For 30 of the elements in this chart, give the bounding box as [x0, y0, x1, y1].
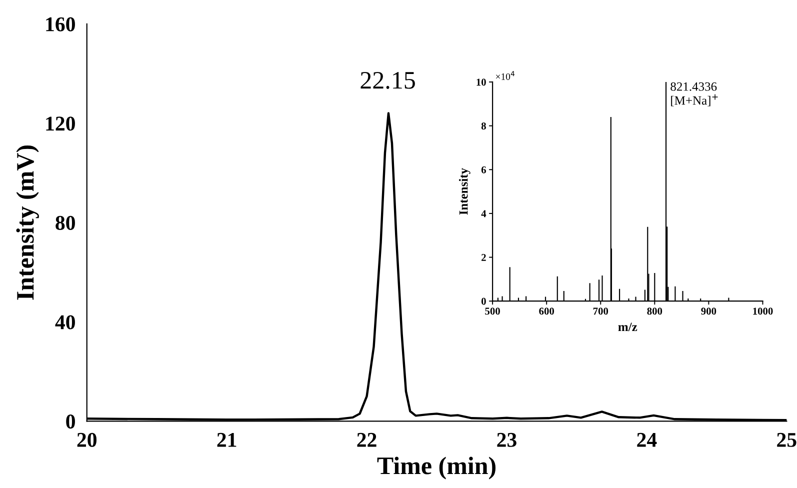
annotation: ×10$^{4}$ [496, 71, 514, 80]
y-tick-label: 0 [481, 298, 486, 305]
annotation: 22.15 [360, 72, 415, 89]
x-axis-title: m/z [618, 322, 638, 332]
x-tick-label: 500 [485, 308, 500, 315]
x-tick-label: 800 [647, 308, 662, 315]
y-tick-label: 6 [481, 166, 486, 174]
y-tick-label: 40 [55, 315, 75, 330]
x-tick-label: 900 [701, 308, 716, 315]
y-tick-label: 4 [481, 210, 486, 218]
x-tick-label: 1000 [753, 308, 773, 315]
x-axis-title: Time (min) [377, 456, 496, 480]
x-tick-label: 24 [637, 432, 657, 447]
y-tick-label: 2 [482, 254, 486, 261]
y-tick-label: 120 [46, 116, 75, 131]
x-tick-label: 25 [777, 432, 796, 447]
annotation: 821.4336 [M+Na]$^{+}$ [670, 82, 718, 106]
x-tick-label: 21 [217, 432, 236, 447]
y-tick-label: 80 [56, 216, 75, 230]
y-tick-label: 160 [46, 17, 75, 32]
x-tick-label: 600 [539, 308, 554, 315]
x-tick-label: 700 [593, 308, 608, 315]
y-tick-label: 8 [481, 122, 486, 130]
y-tick-label: 0 [66, 414, 75, 429]
x-tick-label: 23 [497, 432, 516, 447]
x-tick-label: 20 [77, 432, 96, 447]
x-tick-label: 22 [357, 432, 376, 447]
y-tick-label: 10 [476, 78, 486, 86]
y-axis-title: Intensity (mV) [16, 146, 39, 300]
y-axis-title: Intensity [458, 168, 470, 215]
